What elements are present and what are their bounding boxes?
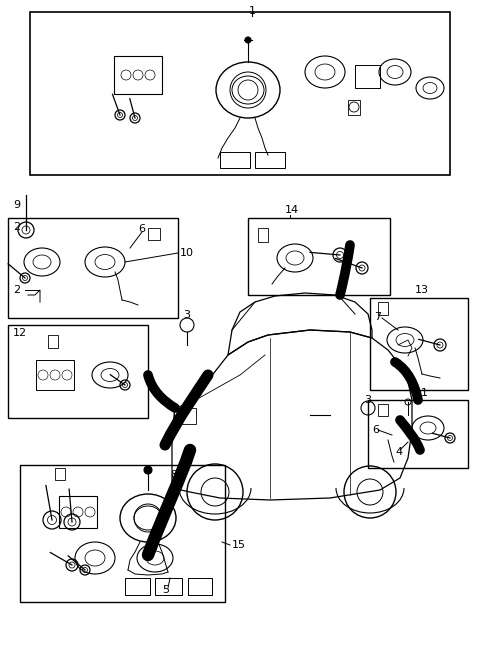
Bar	[255, 152, 285, 168]
Bar	[30, 12, 450, 175]
Bar	[125, 578, 150, 595]
Bar	[378, 404, 388, 416]
Bar	[114, 56, 162, 94]
Bar	[59, 496, 97, 528]
Text: 11: 11	[415, 388, 429, 398]
Text: 2: 2	[13, 285, 20, 295]
Text: 5: 5	[162, 585, 169, 595]
Bar	[348, 100, 360, 115]
Text: 7: 7	[374, 312, 381, 322]
Bar	[148, 228, 160, 240]
Bar	[368, 400, 468, 468]
Bar	[8, 218, 178, 318]
Bar	[258, 228, 268, 242]
Circle shape	[144, 466, 152, 474]
Text: 9: 9	[13, 200, 20, 210]
Bar	[174, 408, 196, 424]
Circle shape	[245, 37, 251, 43]
Text: 12: 12	[13, 328, 27, 338]
Bar	[8, 325, 148, 418]
Bar	[48, 335, 58, 348]
Text: 15: 15	[232, 540, 246, 550]
Bar	[248, 218, 390, 295]
Text: 2: 2	[13, 222, 20, 232]
Text: 3: 3	[364, 395, 372, 405]
Bar	[220, 152, 250, 168]
Bar	[378, 302, 388, 315]
Bar	[188, 578, 212, 595]
Bar	[355, 65, 380, 88]
Text: 10: 10	[180, 248, 194, 258]
Bar	[55, 468, 65, 480]
Text: 14: 14	[285, 205, 299, 215]
Text: 8: 8	[170, 470, 177, 480]
Bar	[36, 360, 74, 390]
Bar	[20, 465, 225, 602]
Text: 3: 3	[183, 310, 191, 320]
Bar	[155, 578, 182, 595]
Text: 13: 13	[415, 285, 429, 295]
Text: 6: 6	[138, 224, 145, 234]
Text: 6: 6	[372, 425, 379, 435]
Text: 4: 4	[395, 447, 402, 457]
Bar	[370, 298, 468, 390]
Text: 1: 1	[249, 6, 255, 16]
